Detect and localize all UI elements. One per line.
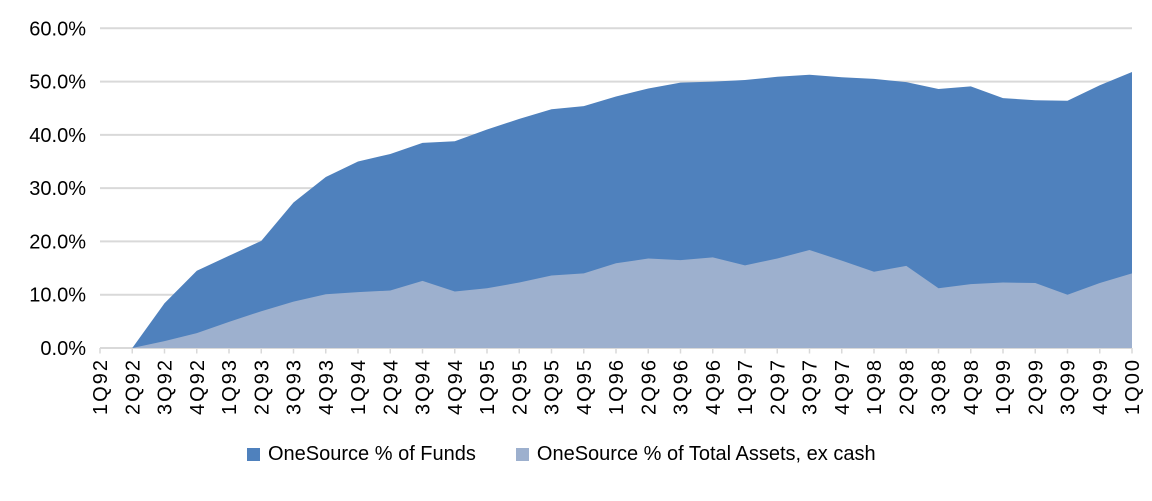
x-axis-labels: 1Q92 2Q92 3Q92 4Q92 1Q93 2Q93 3Q93 4Q93 1Q94 2Q94…	[90, 358, 1144, 415]
area-series-1	[100, 250, 1132, 348]
legend: OneSource % of Funds OneSource % of Tota…	[247, 441, 876, 467]
y-axis-tick-label: 30.0%	[29, 178, 86, 200]
x-axis-tick-label: 4Q92	[187, 358, 209, 415]
x-axis-tick-label: 3Q99	[1058, 358, 1080, 415]
x-axis-tick-label: 2Q95	[509, 358, 531, 415]
x-axis-tick-label: 1Q93	[219, 358, 241, 415]
y-axis-tick-label: 50.0%	[29, 72, 86, 94]
x-axis-tick-label: 2Q96	[638, 358, 660, 415]
legend-swatch-funds-icon	[247, 447, 260, 461]
x-axis-tick-label: 2Q92	[122, 358, 144, 415]
x-axis-tick-label: 1Q95	[477, 358, 499, 415]
y-axis-tick-label: 20.0%	[29, 231, 86, 253]
legend-swatch-assets-icon	[515, 447, 529, 461]
x-axis-tick-label: 1Q94	[348, 358, 370, 415]
y-axis-tick-label: 40.0%	[29, 125, 86, 147]
x-axis-tick-label: 4Q97	[832, 358, 854, 415]
x-axis-tick-label: 3Q95	[542, 358, 564, 415]
axis-ticks	[99, 348, 1133, 354]
x-axis-tick-label: 2Q97	[767, 358, 789, 415]
x-axis-tick-label: 1Q99	[993, 358, 1015, 415]
plot-areas	[100, 72, 1132, 348]
x-axis-tick-label: 2Q99	[1025, 358, 1047, 415]
x-axis-tick-label: 1Q96	[606, 358, 628, 415]
x-axis-tick-label: 4Q94	[445, 358, 467, 415]
x-axis-tick-label: 4Q93	[316, 358, 338, 415]
x-axis-tick-label: 3Q93	[284, 358, 306, 415]
y-axis-labels: 0.0% 10.0% 20.0% 30.0% 40.0% 50.0% 60.0%	[29, 18, 86, 360]
x-axis-tick-label: 3Q92	[155, 358, 177, 415]
y-axis-tick-label: 10.0%	[29, 285, 86, 307]
x-axis-tick-label: 3Q97	[800, 358, 822, 415]
x-axis-tick-label: 2Q94	[380, 358, 402, 415]
x-axis-tick-label: 1Q98	[864, 358, 886, 415]
x-axis-tick-label: 3Q96	[671, 358, 693, 415]
x-axis-tick-label: 1Q97	[735, 358, 757, 415]
y-axis-tick-label: 0.0%	[40, 338, 86, 360]
x-axis-tick-label: 1Q00	[1122, 358, 1144, 415]
x-axis-tick-label: 1Q92	[90, 358, 112, 415]
x-axis-tick-label: 2Q93	[251, 358, 273, 415]
x-axis-tick-label: 4Q96	[703, 358, 725, 415]
x-axis-tick-label: 4Q98	[961, 358, 983, 415]
x-axis-tick-label: 4Q99	[1090, 358, 1112, 415]
legend-label-assets: OneSource % of Total Assets, ex cash	[536, 443, 876, 465]
y-axis-tick-label: 60.0%	[29, 18, 86, 40]
legend-item-funds: OneSource % of Funds	[247, 441, 476, 467]
x-axis-tick-label: 4Q95	[574, 358, 596, 415]
legend-item-assets: OneSource % of Total Assets, ex cash	[515, 441, 876, 467]
legend-label-funds: OneSource % of Funds	[268, 443, 476, 465]
x-axis-tick-label: 2Q98	[896, 358, 918, 415]
x-axis-tick-label: 3Q94	[413, 358, 435, 415]
x-axis-tick-label: 3Q98	[929, 358, 951, 415]
